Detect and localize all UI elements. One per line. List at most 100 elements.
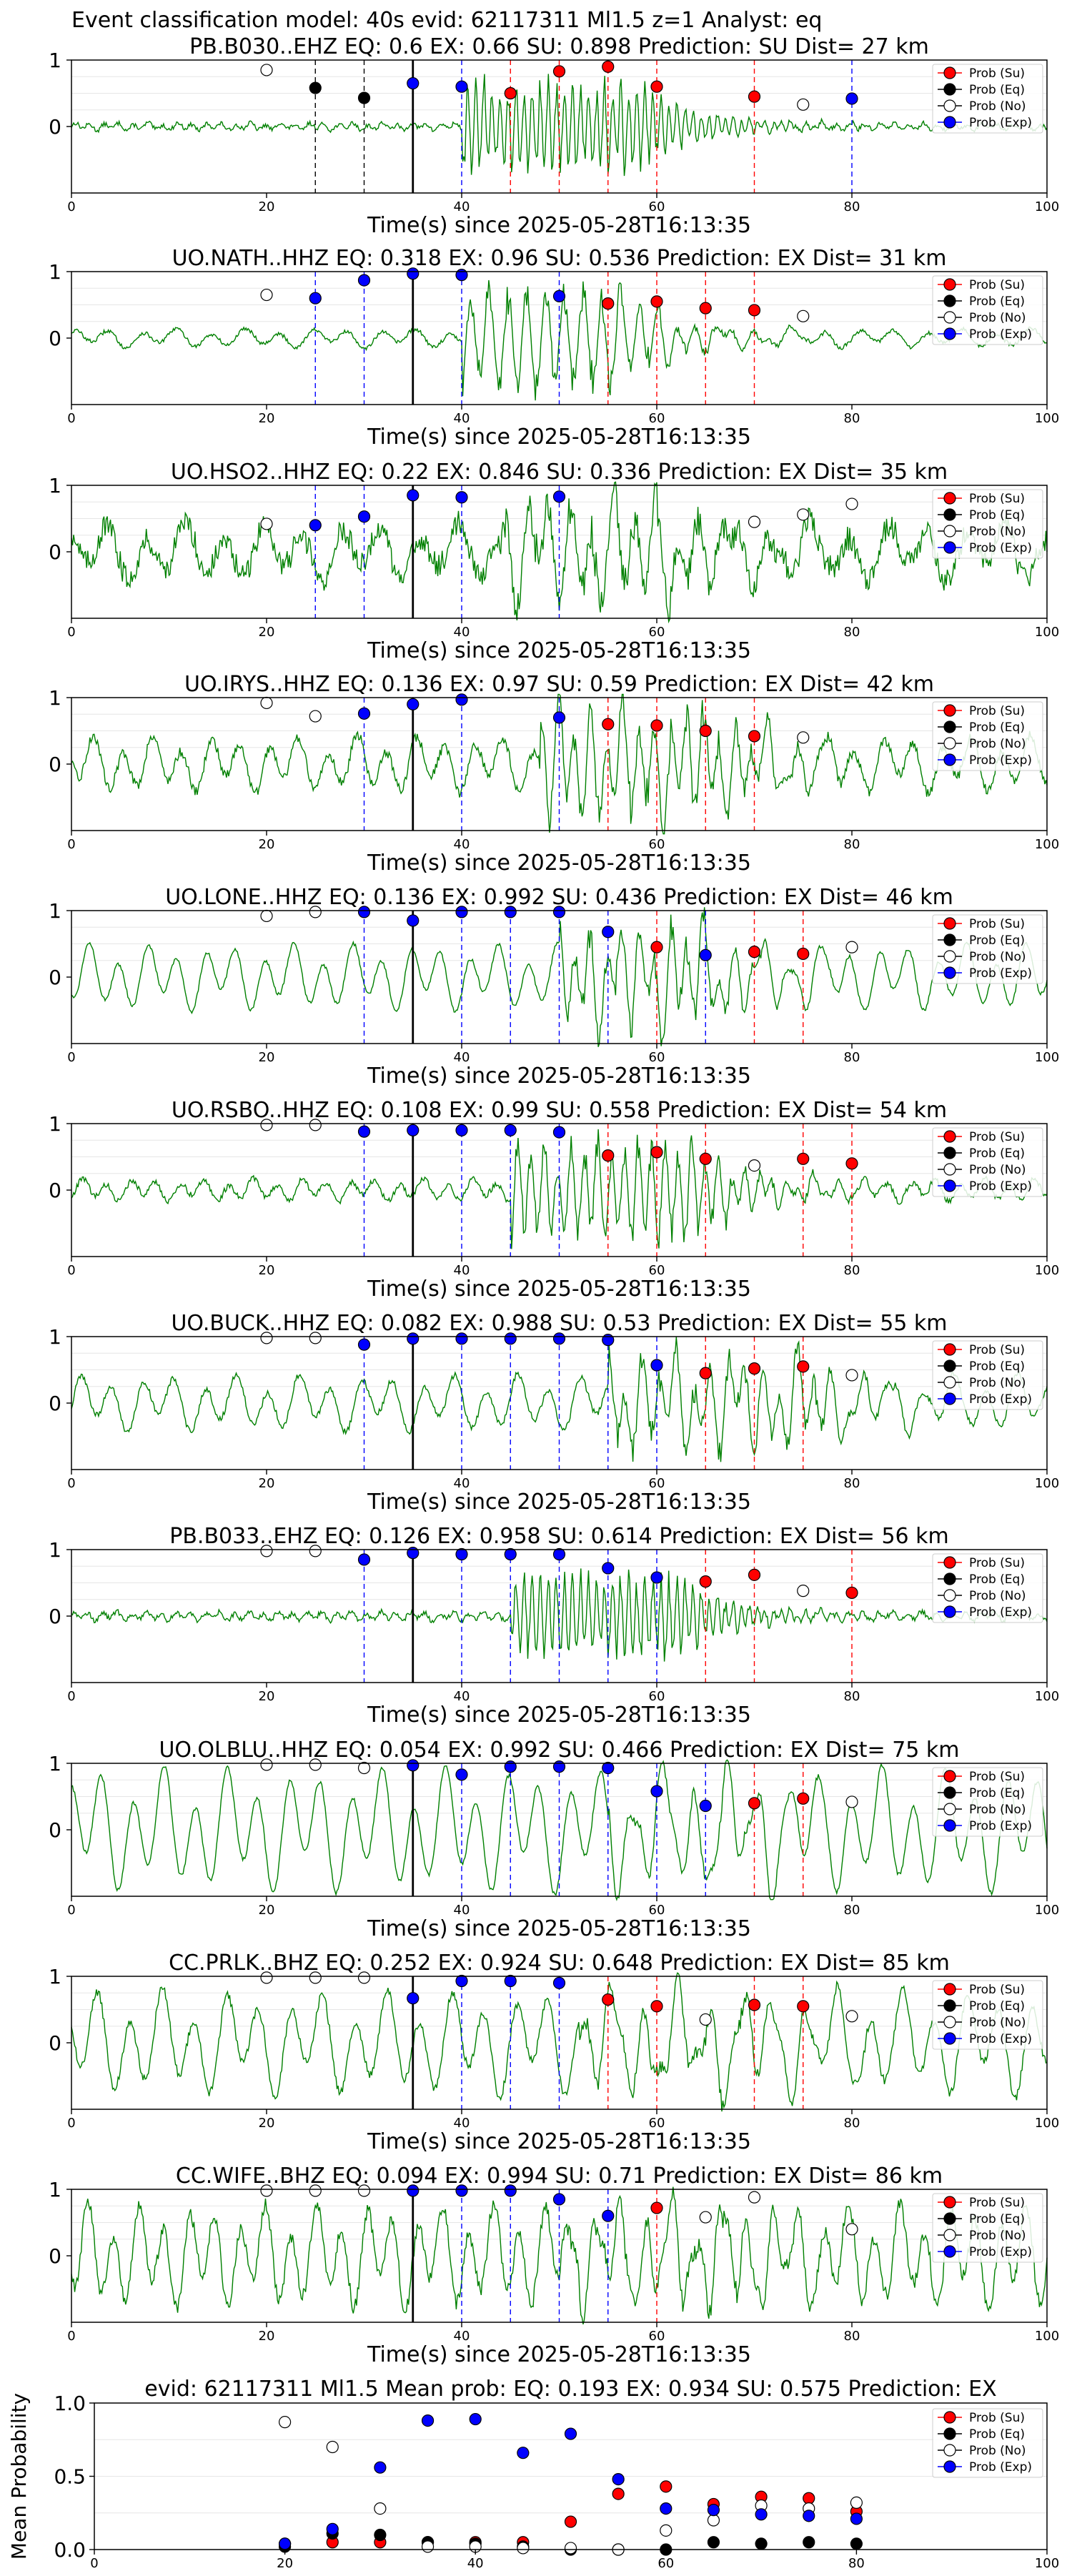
prob-point xyxy=(699,1152,712,1165)
prob-point xyxy=(504,2184,517,2197)
prob-point xyxy=(748,1568,761,1581)
y-axis-label: Mean Probability xyxy=(7,2393,31,2560)
x-tick-label: 60 xyxy=(649,1689,665,1704)
prob-point xyxy=(552,1126,566,1139)
legend-marker xyxy=(943,1589,956,1602)
prob-point xyxy=(309,1971,322,1984)
prob-point xyxy=(552,2193,566,2206)
prob-point xyxy=(650,2201,663,2214)
x-tick-label: 40 xyxy=(454,837,470,852)
mean-point-exp xyxy=(707,2504,720,2517)
mean-point-exp xyxy=(612,2473,625,2486)
legend-marker xyxy=(943,737,956,750)
legend-marker xyxy=(943,2245,956,2258)
legend: Prob (Su) Prob (Eq) Prob (No) Prob (Exp) xyxy=(932,2193,1043,2263)
prob-point xyxy=(552,490,566,503)
x-tick-label: 60 xyxy=(657,2556,674,2571)
legend-marker xyxy=(943,525,956,538)
x-tick-label: 40 xyxy=(454,199,470,214)
y-tick-label: 0.5 xyxy=(54,2465,86,2489)
y-tick-label: 0 xyxy=(49,2244,61,2268)
prob-point xyxy=(797,508,810,521)
x-tick-label: 100 xyxy=(1035,837,1059,852)
legend-label: Prob (Exp) xyxy=(969,966,1032,981)
prob-point xyxy=(845,1795,858,1808)
prob-point xyxy=(748,946,761,958)
prob-point xyxy=(650,80,663,93)
legend-marker xyxy=(943,704,956,717)
prob-point xyxy=(602,718,615,730)
mean-point-exp xyxy=(326,2522,339,2535)
prob-point xyxy=(552,906,566,918)
prob-point xyxy=(748,515,761,528)
subplot-12: evid: 62117311 Ml1.5 Mean prob: EQ: 0.19… xyxy=(7,2377,1059,2571)
prob-point xyxy=(260,1545,273,1557)
subplot-6: UO.RSBO..HHZ EQ: 0.108 EX: 0.99 SU: 0.55… xyxy=(49,1098,1059,1302)
prob-point xyxy=(357,1125,371,1138)
legend-label: Prob (No) xyxy=(969,311,1026,325)
prob-point xyxy=(845,1157,858,1170)
legend-box xyxy=(932,1340,1043,1410)
legend-label: Prob (Exp) xyxy=(969,753,1032,768)
y-tick-label: 1 xyxy=(49,474,61,497)
legend: Prob (Su) Prob (Eq) Prob (No) Prob (Exp) xyxy=(932,914,1043,984)
legend-label: Prob (Su) xyxy=(969,66,1025,81)
x-tick-label: 40 xyxy=(454,1476,470,1491)
subplot-title: PB.B033..EHZ EQ: 0.126 EX: 0.958 SU: 0.6… xyxy=(169,1524,949,1549)
x-tick-label: 0 xyxy=(67,1903,75,1918)
legend-label: Prob (Exp) xyxy=(969,2245,1032,2259)
y-tick-label: 0 xyxy=(49,2031,61,2055)
x-axis-label: Time(s) since 2025-05-28T16:13:35 xyxy=(367,638,751,663)
legend-label: Prob (Su) xyxy=(969,1770,1025,1784)
x-tick-label: 40 xyxy=(454,1903,470,1918)
subplot-title: evid: 62117311 Ml1.5 Mean prob: EQ: 0.19… xyxy=(144,2377,996,2402)
prob-point xyxy=(455,80,468,93)
x-tick-label: 20 xyxy=(259,199,275,214)
legend-marker xyxy=(943,1392,956,1405)
y-tick-label: 1 xyxy=(49,1538,61,1562)
x-tick-label: 60 xyxy=(649,411,665,426)
prob-point xyxy=(357,1971,371,1984)
prob-point xyxy=(845,497,858,510)
prob-point xyxy=(797,98,810,111)
x-axis-label: Time(s) since 2025-05-28T16:13:35 xyxy=(367,1064,751,1089)
figure-title: Event classification model: 40s evid: 62… xyxy=(71,8,822,33)
x-tick-label: 40 xyxy=(454,1689,470,1704)
subplot-10: CC.PRLK..BHZ EQ: 0.252 EX: 0.924 SU: 0.6… xyxy=(49,1951,1059,2154)
subplot-5: UO.LONE..HHZ EQ: 0.136 EX: 0.992 SU: 0.4… xyxy=(49,885,1059,1089)
prob-point xyxy=(407,1332,420,1345)
prob-point xyxy=(797,1360,810,1373)
x-tick-label: 40 xyxy=(454,1050,470,1065)
y-tick-label: 1 xyxy=(49,899,61,923)
y-tick-label: 0 xyxy=(49,1605,61,1628)
legend-label: Prob (Eq) xyxy=(969,2427,1025,2442)
prob-point xyxy=(309,1545,322,1557)
legend-marker xyxy=(943,278,956,291)
legend-marker xyxy=(943,2212,956,2225)
prob-point xyxy=(797,1152,810,1165)
legend-label: Prob (Exp) xyxy=(969,2032,1032,2046)
prob-point xyxy=(407,1759,420,1772)
legend-marker xyxy=(943,1179,956,1192)
legend-label: Prob (Exp) xyxy=(969,116,1032,130)
legend-label: Prob (Exp) xyxy=(969,2460,1032,2475)
legend-marker xyxy=(943,2411,956,2424)
x-tick-label: 20 xyxy=(259,1689,275,1704)
legend-label: Prob (Exp) xyxy=(969,1179,1032,1194)
prob-point xyxy=(602,1334,615,1347)
mean-point-exp xyxy=(374,2461,387,2474)
prob-point xyxy=(748,304,761,317)
prob-point xyxy=(797,731,810,744)
prob-point xyxy=(357,274,371,287)
prob-point xyxy=(260,1332,273,1344)
legend-label: Prob (Exp) xyxy=(969,327,1032,342)
legend-marker xyxy=(943,1572,956,1585)
legend-marker xyxy=(943,116,956,129)
prob-point xyxy=(650,941,663,953)
prob-point xyxy=(650,295,663,308)
legend-marker xyxy=(943,1999,956,2012)
prob-point xyxy=(357,1761,371,1775)
x-tick-label: 0 xyxy=(67,199,75,214)
prob-point xyxy=(552,1547,566,1561)
